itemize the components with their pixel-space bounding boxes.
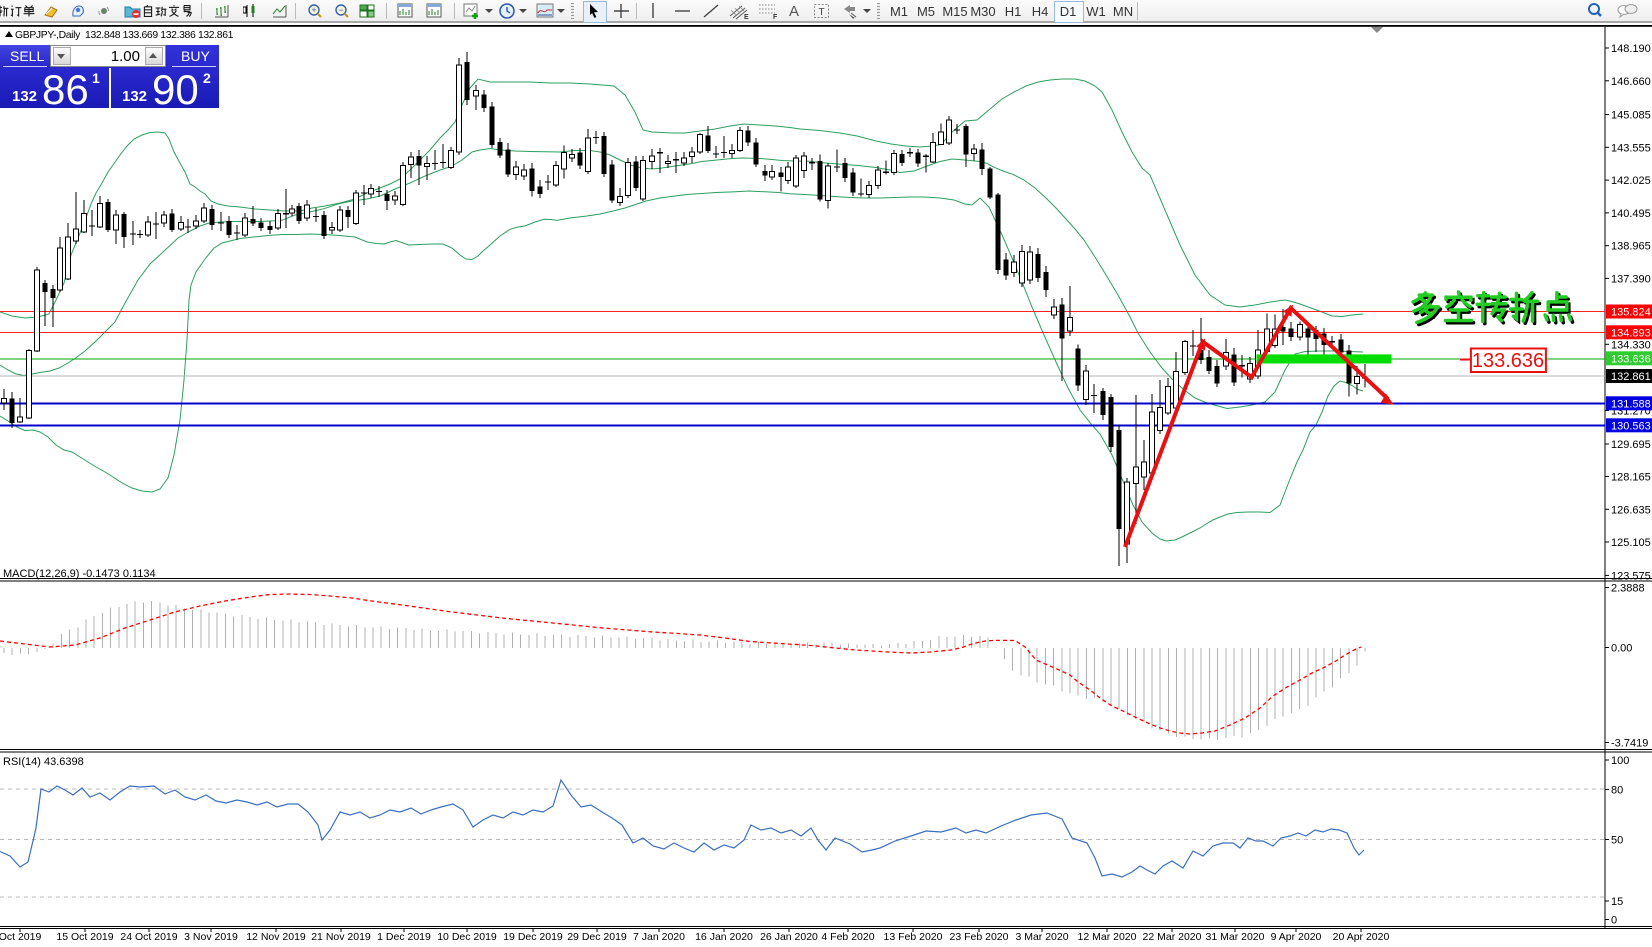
svg-text:E: E	[744, 14, 749, 21]
svg-text:Oct 2019: Oct 2019	[0, 931, 41, 943]
svg-text:GBPJPY-,Daily 132.848 133.669: GBPJPY-,Daily 132.848 133.669 132.386 13…	[15, 30, 234, 41]
svg-text:125.105: 125.105	[1611, 537, 1651, 549]
svg-text:2.3888: 2.3888	[1611, 583, 1645, 595]
svg-text:21 Nov 2019: 21 Nov 2019	[311, 931, 371, 943]
svg-text:123.575: 123.575	[1611, 570, 1651, 582]
svg-text:138.965: 138.965	[1611, 241, 1651, 253]
svg-text:143.555: 143.555	[1611, 142, 1651, 154]
svg-text:24 Oct 2019: 24 Oct 2019	[120, 931, 177, 943]
svg-text:140.495: 140.495	[1611, 208, 1651, 220]
svg-text:3 Nov 2019: 3 Nov 2019	[184, 931, 238, 943]
svg-text:4 Feb 2020: 4 Feb 2020	[821, 931, 874, 943]
svg-text:7 Jan 2020: 7 Jan 2020	[633, 931, 685, 943]
svg-text:100: 100	[1611, 755, 1629, 767]
svg-text:26 Jan 2020: 26 Jan 2020	[760, 931, 818, 943]
svg-text:133.636: 133.636	[1611, 353, 1651, 365]
svg-text:9 Apr 2020: 9 Apr 2020	[1271, 931, 1322, 943]
svg-text:0: 0	[1611, 915, 1617, 927]
svg-text:31 Mar 2020: 31 Mar 2020	[1206, 931, 1265, 943]
svg-text:146.660: 146.660	[1611, 76, 1651, 88]
svg-text:142.025: 142.025	[1611, 175, 1651, 187]
svg-text:129.695: 129.695	[1611, 439, 1651, 451]
svg-text:128.165: 128.165	[1611, 472, 1651, 484]
svg-text:+: +	[311, 5, 316, 15]
svg-text:130.563: 130.563	[1611, 420, 1651, 432]
svg-text:50: 50	[1611, 835, 1623, 847]
svg-text:−: −	[338, 5, 343, 15]
svg-text:15 Oct 2019: 15 Oct 2019	[56, 931, 113, 943]
svg-text:23 Feb 2020: 23 Feb 2020	[950, 931, 1009, 943]
svg-text:16 Jan 2020: 16 Jan 2020	[695, 931, 753, 943]
svg-text:145.085: 145.085	[1611, 110, 1651, 122]
svg-text:MACD(12,26,9) -0.1473 0.1134: MACD(12,26,9) -0.1473 0.1134	[3, 568, 156, 580]
svg-text:134.893: 134.893	[1611, 327, 1651, 339]
svg-text:132.861: 132.861	[1611, 371, 1651, 383]
svg-text:RSI(14) 43.6398: RSI(14) 43.6398	[3, 756, 84, 768]
svg-text:T: T	[818, 7, 824, 18]
svg-text:126.635: 126.635	[1611, 504, 1651, 516]
svg-text:29 Dec 2019: 29 Dec 2019	[567, 931, 627, 943]
svg-text:135.824: 135.824	[1611, 307, 1651, 319]
svg-text:80: 80	[1611, 785, 1623, 797]
svg-text:22 Mar 2020: 22 Mar 2020	[1143, 931, 1202, 943]
svg-text:20 Apr 2020: 20 Apr 2020	[1333, 931, 1390, 943]
svg-text:12 Mar 2020: 12 Mar 2020	[1078, 931, 1137, 943]
svg-text:1 Dec 2019: 1 Dec 2019	[377, 931, 431, 943]
svg-text:131.588: 131.588	[1611, 398, 1651, 410]
svg-text:0.00: 0.00	[1611, 643, 1632, 655]
svg-text:19 Dec 2019: 19 Dec 2019	[503, 931, 563, 943]
svg-text:134.330: 134.330	[1611, 339, 1651, 351]
svg-text:12 Nov 2019: 12 Nov 2019	[246, 931, 306, 943]
svg-text:148.190: 148.190	[1611, 43, 1651, 55]
svg-text:15: 15	[1611, 896, 1623, 908]
svg-text:137.390: 137.390	[1611, 273, 1651, 285]
svg-text:133.636: 133.636	[1472, 350, 1544, 372]
svg-text:3 Mar 2020: 3 Mar 2020	[1015, 931, 1068, 943]
svg-text:10 Dec 2019: 10 Dec 2019	[437, 931, 497, 943]
svg-text:F: F	[773, 14, 778, 21]
svg-text:-3.7419: -3.7419	[1611, 738, 1648, 750]
svg-text:13 Feb 2020: 13 Feb 2020	[884, 931, 943, 943]
